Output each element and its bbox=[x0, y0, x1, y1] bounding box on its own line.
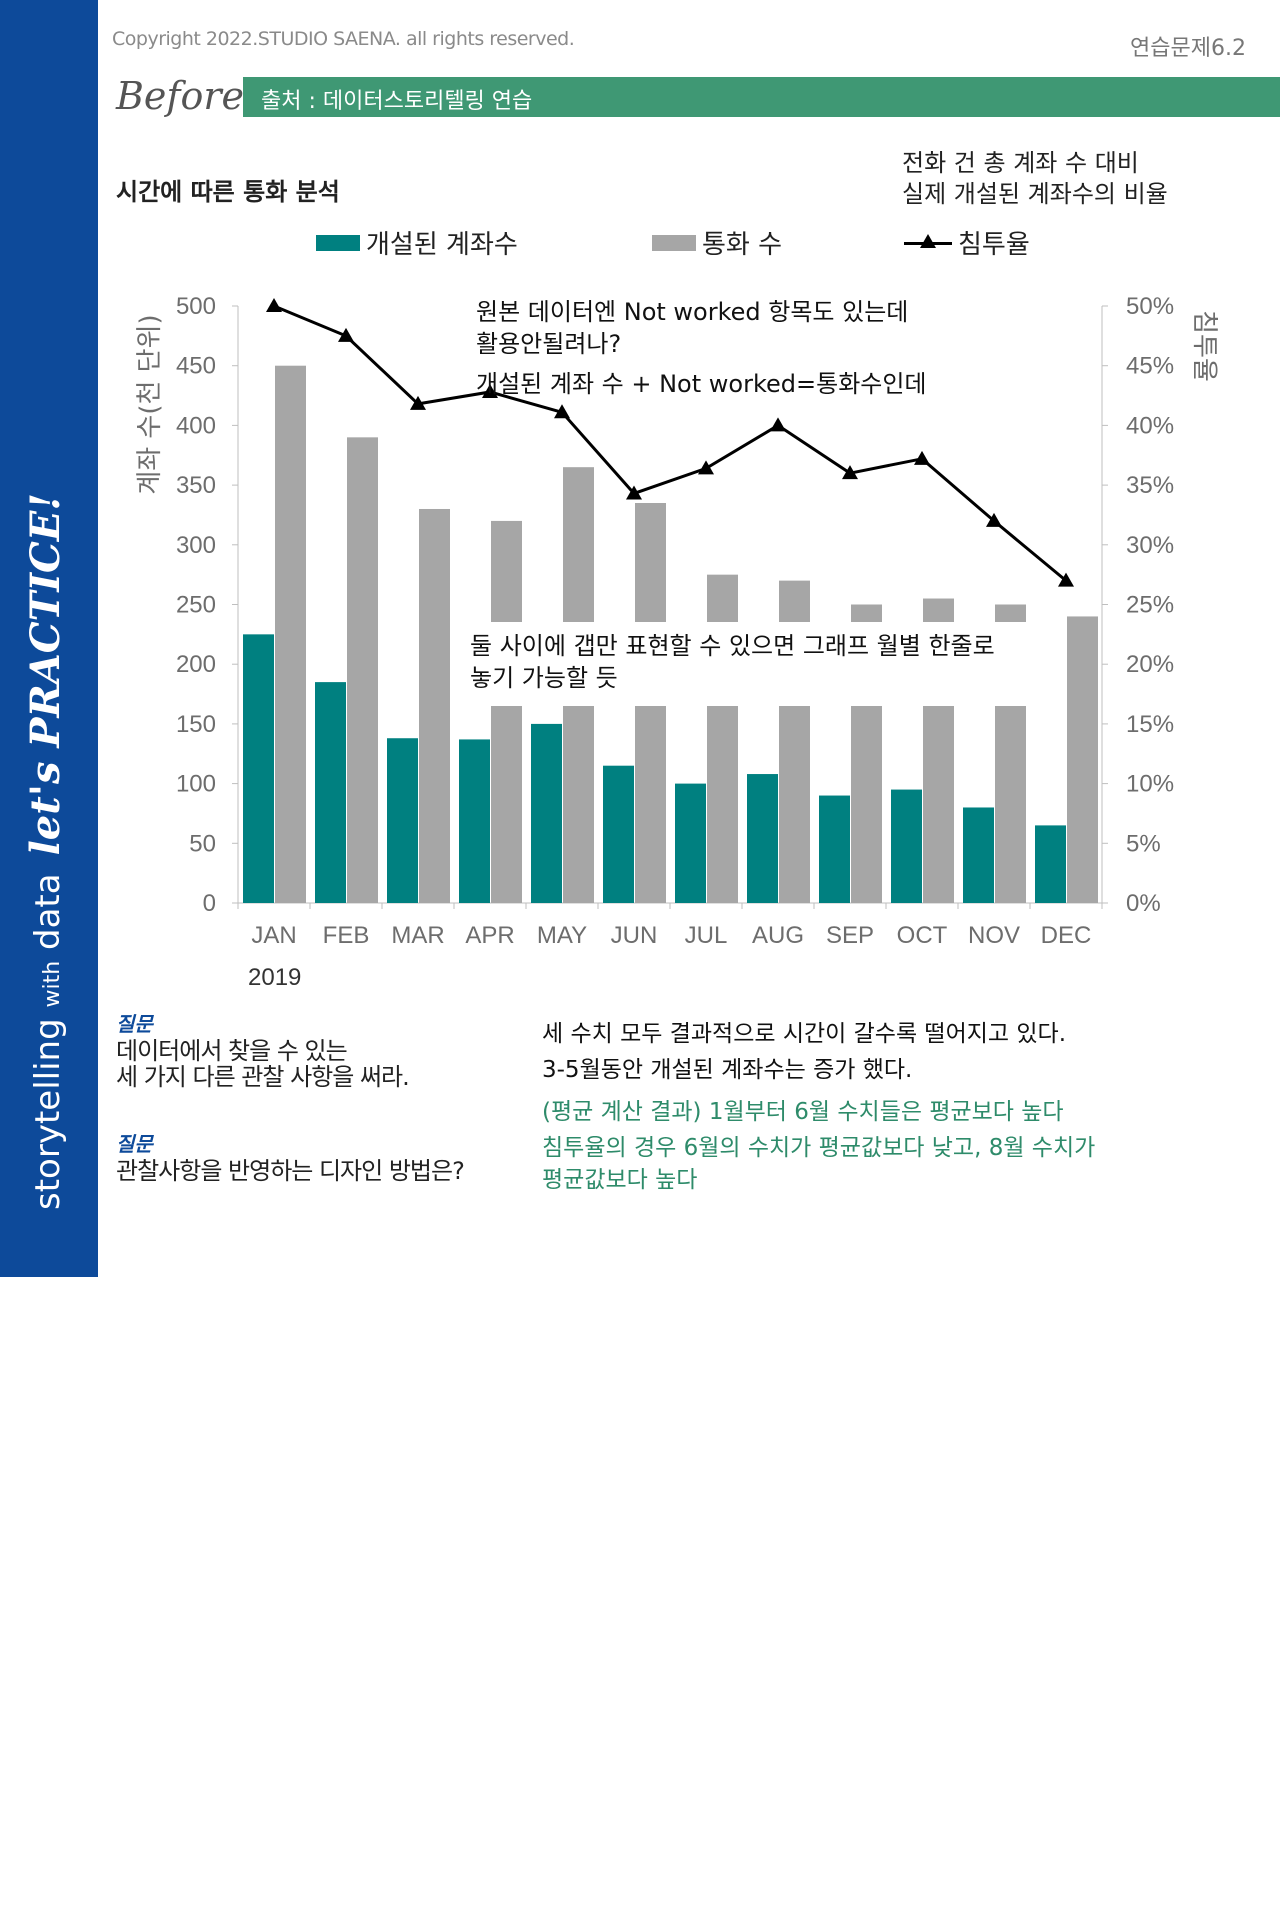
before-label: Before bbox=[116, 74, 245, 118]
source-bar: 출처 : 데이터스토리텔링 연습 bbox=[243, 77, 1280, 117]
bar-opened-aug bbox=[747, 774, 778, 903]
bar-opened-jul bbox=[675, 783, 706, 903]
y-tick-label-left: 200 bbox=[176, 651, 216, 678]
y-tick-label-right: 15% bbox=[1126, 711, 1174, 738]
point-penetration-aug bbox=[770, 417, 786, 432]
y-tick-label-right: 10% bbox=[1126, 771, 1174, 798]
x-tick-label-dec: DEC bbox=[1041, 922, 1092, 949]
point-penetration-nov bbox=[986, 512, 1002, 527]
y-tick-label-left: 100 bbox=[176, 771, 216, 798]
point-penetration-feb bbox=[338, 327, 354, 342]
x-tick-label-jun: JUN bbox=[611, 922, 658, 949]
note-not-worked: 원본 데이터엔 Not worked 항목도 있는데 활용안될려나? bbox=[476, 298, 909, 358]
point-penetration-dec bbox=[1058, 572, 1074, 587]
answer-line-5: 평균값보다 높다 bbox=[542, 1167, 698, 1193]
problem-number: 연습문제6.2 bbox=[1130, 36, 1246, 61]
bar-opened-may bbox=[531, 723, 562, 903]
bar-opened-feb bbox=[315, 682, 346, 903]
legend-swatch-teal bbox=[316, 234, 360, 251]
y-tick-label-left: 350 bbox=[176, 472, 216, 499]
x-tick-label-oct: OCT bbox=[897, 922, 948, 949]
x-tick-label-may: MAY bbox=[537, 922, 587, 949]
question1-text: 데이터에서 찾을 수 있는 세 가지 다른 관찰 사항을 써라. bbox=[116, 1037, 410, 1091]
bar-opened-oct bbox=[891, 789, 922, 903]
bar-calls-apr bbox=[491, 520, 522, 903]
y-axis-title-left: 계좌 수(천 단위) bbox=[135, 314, 165, 494]
point-penetration-apr bbox=[482, 383, 498, 398]
x-tick-label-sep: SEP bbox=[826, 922, 874, 949]
point-penetration-sep bbox=[842, 465, 858, 480]
x-tick-label-jan: JAN bbox=[251, 922, 296, 949]
answer-line-4: 침투율의 경우 6월의 수치가 평균값보다 낮고, 8월 수치가 bbox=[542, 1135, 1096, 1161]
answer-line-3: (평균 계산 결과) 1월부터 6월 수치들은 평균보다 높다 bbox=[542, 1099, 1064, 1125]
y-tick-label-left: 150 bbox=[176, 711, 216, 738]
legend-item-calls: 통화 수 bbox=[652, 224, 782, 261]
y-tick-label-left: 0 bbox=[203, 890, 216, 917]
point-penetration-mar bbox=[410, 395, 426, 410]
bar-calls-dec bbox=[1067, 616, 1098, 903]
point-penetration-may bbox=[554, 404, 570, 419]
y-tick-label-left: 50 bbox=[189, 830, 216, 857]
x-year-label: 2019 bbox=[248, 964, 301, 991]
copyright-text: Copyright 2022.STUDIO SAENA. all rights … bbox=[112, 28, 575, 50]
bar-opened-sep bbox=[819, 795, 850, 903]
y-axis-title-right: 침투율 bbox=[1189, 310, 1219, 382]
legend-swatch-gray bbox=[652, 234, 696, 251]
legend-line-marker bbox=[904, 233, 952, 253]
y-tick-label-left: 300 bbox=[176, 532, 216, 559]
x-tick-label-nov: NOV bbox=[968, 922, 1020, 949]
bar-calls-jan bbox=[275, 365, 306, 903]
source-text: 출처 : 데이터스토리텔링 연습 bbox=[261, 89, 533, 114]
y-tick-label-left: 250 bbox=[176, 592, 216, 619]
question2-label: 질문 bbox=[116, 1132, 153, 1156]
legend-item-opened: 개설된 계좌수 bbox=[316, 224, 518, 261]
note-gap: 둘 사이에 갭만 표현할 수 있으면 그래프 월별 한줄로 놓기 가능할 듯 bbox=[470, 632, 995, 692]
bar-opened-dec bbox=[1035, 825, 1066, 903]
note-top-right: 전화 건 총 계좌 수 대비 실제 개설된 계좌수의 비율 bbox=[902, 149, 1168, 208]
y-tick-label-right: 35% bbox=[1126, 472, 1174, 499]
line-penetration bbox=[273, 304, 1067, 582]
question2-text: 관찰사항을 반영하는 디자인 방법은? bbox=[116, 1157, 465, 1185]
bar-opened-jan bbox=[243, 634, 274, 903]
bar-opened-mar bbox=[387, 738, 418, 903]
chart-area: 0 50 100 150 200 250 300 350 400 450 500 0% 5% 10% 15%… bbox=[135, 293, 1219, 991]
point-penetration-oct bbox=[914, 450, 930, 465]
y-tick-label-right: 0% bbox=[1126, 890, 1161, 917]
x-tick-label-feb: FEB bbox=[323, 922, 370, 949]
answer-line-1: 세 수치 모두 결과적으로 시간이 갈수록 떨어지고 있다. bbox=[542, 1021, 1067, 1047]
x-tick-label-jul: JUL bbox=[685, 922, 728, 949]
answer-line-2: 3-5월동안 개설된 계좌수는 증가 했다. bbox=[542, 1057, 913, 1083]
bar-opened-nov bbox=[963, 807, 994, 903]
bar-calls-feb bbox=[347, 437, 378, 903]
y-tick-label-right: 45% bbox=[1126, 353, 1174, 380]
y-tick-label-right: 20% bbox=[1126, 651, 1174, 678]
y-tick-label-right: 30% bbox=[1126, 532, 1174, 559]
y-tick-label-right: 25% bbox=[1126, 592, 1174, 619]
bar-opened-jun bbox=[603, 765, 634, 903]
y-tick-label-right: 50% bbox=[1126, 293, 1174, 320]
legend-item-penetration: 침투율 bbox=[904, 224, 1030, 261]
y-tick-label-left: 500 bbox=[176, 293, 216, 320]
point-penetration-jun bbox=[626, 485, 642, 500]
bar-opened-apr bbox=[459, 739, 490, 903]
x-tick-label-mar: MAR bbox=[391, 922, 444, 949]
chart-title: 시간에 따른 통화 분석 bbox=[116, 178, 340, 206]
y-tick-label-left: 400 bbox=[176, 412, 216, 439]
question1-label: 질문 bbox=[116, 1012, 153, 1036]
x-tick-label-aug: AUG bbox=[752, 922, 804, 949]
bar-calls-mar bbox=[419, 508, 450, 903]
point-penetration-jan bbox=[266, 298, 282, 312]
sidebar: storytelling with data let's PRACTICE! bbox=[0, 0, 98, 1277]
y-tick-label-right: 5% bbox=[1126, 830, 1161, 857]
y-tick-label-left: 450 bbox=[176, 353, 216, 380]
note-gap-background bbox=[466, 622, 1026, 706]
y-tick-label-right: 40% bbox=[1126, 412, 1174, 439]
note-formula: 개설된 계좌 수 + Not worked=통화수인데 bbox=[476, 370, 927, 398]
point-penetration-jul bbox=[698, 460, 714, 475]
x-tick-label-apr: APR bbox=[465, 922, 514, 949]
